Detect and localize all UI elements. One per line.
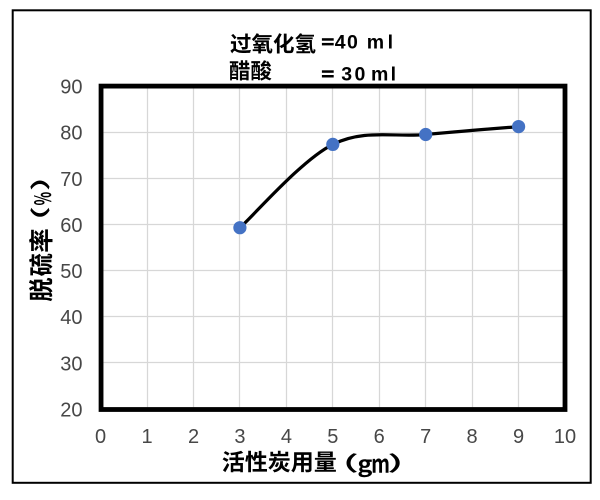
svg-text:6: 6 [374, 426, 385, 448]
svg-text:9: 9 [513, 426, 524, 448]
svg-text:70: 70 [60, 169, 82, 191]
svg-text:10: 10 [554, 426, 576, 448]
svg-text:80: 80 [60, 123, 82, 145]
svg-text:l: l [391, 63, 396, 85]
svg-text:3: 3 [234, 426, 245, 448]
svg-text:60: 60 [60, 215, 82, 237]
svg-text:20: 20 [60, 400, 82, 422]
svg-text:90: 90 [60, 77, 82, 99]
svg-text:40: 40 [60, 307, 82, 329]
svg-text:4: 4 [281, 426, 292, 448]
svg-text:m: m [367, 31, 384, 53]
svg-text:1: 1 [141, 426, 152, 448]
svg-text:4: 4 [335, 31, 346, 53]
svg-text:0: 0 [355, 63, 366, 85]
svg-text:0: 0 [347, 31, 358, 53]
svg-text:5: 5 [327, 426, 338, 448]
svg-text:8: 8 [467, 426, 478, 448]
svg-text:0: 0 [95, 426, 106, 448]
svg-text:7: 7 [420, 426, 431, 448]
svg-text:l: l [388, 31, 393, 53]
svg-text:3: 3 [341, 63, 352, 85]
svg-text:50: 50 [60, 261, 82, 283]
svg-text:2: 2 [188, 426, 199, 448]
svg-text:30: 30 [60, 353, 82, 375]
svg-text:m: m [371, 63, 388, 85]
